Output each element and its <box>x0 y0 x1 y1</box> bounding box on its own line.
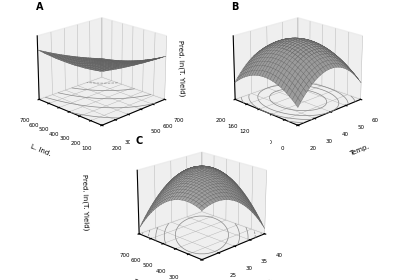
X-axis label: Temp.: Temp. <box>348 143 370 157</box>
X-axis label: Plat.: Plat. <box>155 144 172 156</box>
Text: B: B <box>232 2 239 12</box>
Text: A: A <box>36 2 43 12</box>
Y-axis label: Plat.: Plat. <box>132 279 149 280</box>
Y-axis label: L. Ind.: L. Ind. <box>226 143 248 157</box>
X-axis label: Temp.: Temp. <box>252 278 274 280</box>
Text: C: C <box>136 136 143 146</box>
Y-axis label: L. Ind.: L. Ind. <box>30 143 52 157</box>
